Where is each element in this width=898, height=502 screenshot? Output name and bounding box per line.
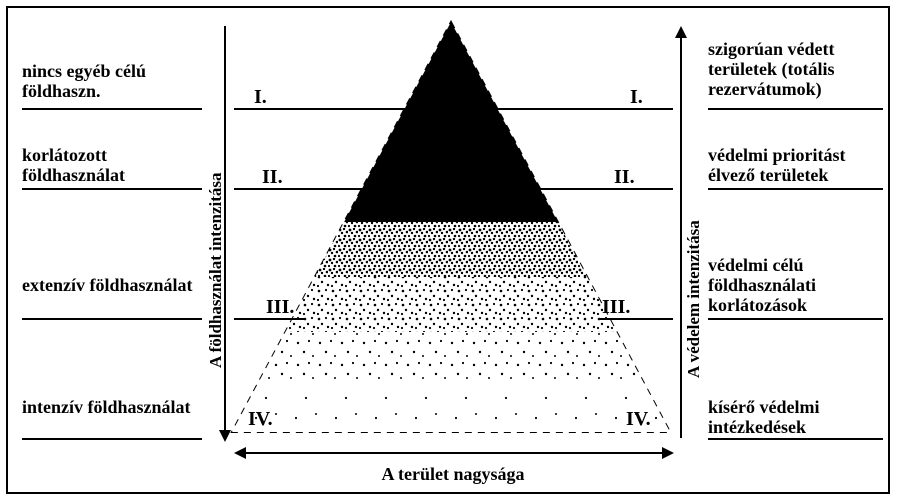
tier-roman-left-3: III. — [266, 296, 294, 319]
left-label-tier3: extenzív földhasználat — [22, 276, 202, 296]
tier-roman-left-2: II. — [262, 166, 283, 189]
right-axis-line — [680, 38, 682, 438]
left-label-tier1-text: nincs egyéb célú földhaszn. — [22, 61, 146, 101]
bottom-axis-arrowhead-right — [662, 447, 674, 459]
tier-roman-right-3-text: III. — [602, 296, 630, 318]
right-label-tier4: kísérő védelmi intézkedések — [708, 398, 883, 438]
tier-roman-right-2: II. — [614, 166, 635, 189]
bottom-axis-label-text: A terület nagysága — [382, 464, 525, 484]
left-underline-tier1 — [22, 108, 202, 110]
bottom-axis-line — [246, 452, 662, 454]
right-axis-label: A védelem intenzitása — [684, 158, 704, 378]
left-label-tier2: korlátozott földhasználat — [22, 146, 202, 186]
left-axis-label-text: A földhasználat intenzitása — [206, 172, 225, 368]
tier-roman-right-4-text: IV. — [626, 408, 651, 430]
tier-roman-right-3: III. — [602, 296, 630, 319]
left-underline-tier3 — [22, 318, 202, 320]
tier-roman-left-2-text: II. — [262, 166, 283, 188]
right-underline-tier4 — [708, 438, 883, 440]
left-label-tier1: nincs egyéb célú földhaszn. — [22, 62, 202, 102]
diagram-frame: nincs egyéb célú földhaszn. korlátozott … — [6, 6, 890, 494]
tier-roman-left-1: I. — [254, 86, 267, 109]
left-underline-tier4 — [22, 438, 202, 440]
tier-roman-left-4-text: IV. — [248, 408, 273, 430]
left-axis-arrowhead — [219, 430, 231, 442]
right-axis-label-text: A védelem intenzitása — [684, 220, 703, 378]
left-underline-tier2 — [22, 188, 202, 190]
tier-line-right-2 — [533, 188, 673, 190]
tier-roman-right-1-text: I. — [630, 86, 643, 108]
right-axis-arrowhead — [675, 26, 687, 38]
tier-roman-left-4: IV. — [248, 408, 273, 431]
right-label-tier2: védelmi prioritást élvező területek — [708, 146, 883, 186]
tier-roman-left-3-text: III. — [266, 296, 294, 318]
right-underline-tier1 — [708, 108, 883, 110]
tier-roman-left-1-text: I. — [254, 86, 267, 108]
tier-line-right-1 — [493, 108, 673, 110]
right-label-tier1-text: szigorúan védett területek (totális reze… — [708, 39, 834, 99]
left-label-tier4-text: intenzív földhasználat — [22, 397, 191, 417]
left-axis-label: A földhasználat intenzitása — [206, 128, 226, 368]
left-label-tier3-text: extenzív földhasználat — [22, 275, 193, 295]
tier-roman-right-2-text: II. — [614, 166, 635, 188]
right-label-tier3: védelmi célú földhasználati korlátozások — [708, 256, 883, 315]
tier-roman-right-1: I. — [630, 86, 643, 109]
bottom-axis-arrowhead-left — [234, 447, 246, 459]
left-label-tier2-text: korlátozott földhasználat — [22, 145, 125, 185]
right-underline-tier3 — [708, 318, 883, 320]
right-underline-tier2 — [708, 188, 883, 190]
right-label-tier3-text: védelmi célú földhasználati korlátozások — [708, 255, 816, 315]
left-label-tier4: intenzív földhasználat — [22, 398, 202, 418]
right-label-tier4-text: kísérő védelmi intézkedések — [708, 397, 819, 437]
right-label-tier2-text: védelmi prioritást élvező területek — [708, 145, 845, 185]
tier-line-left-2 — [234, 188, 369, 190]
tier-roman-right-4: IV. — [626, 408, 651, 431]
right-label-tier1: szigorúan védett területek (totális reze… — [708, 40, 883, 99]
bottom-axis-label: A terület nagysága — [328, 464, 578, 485]
